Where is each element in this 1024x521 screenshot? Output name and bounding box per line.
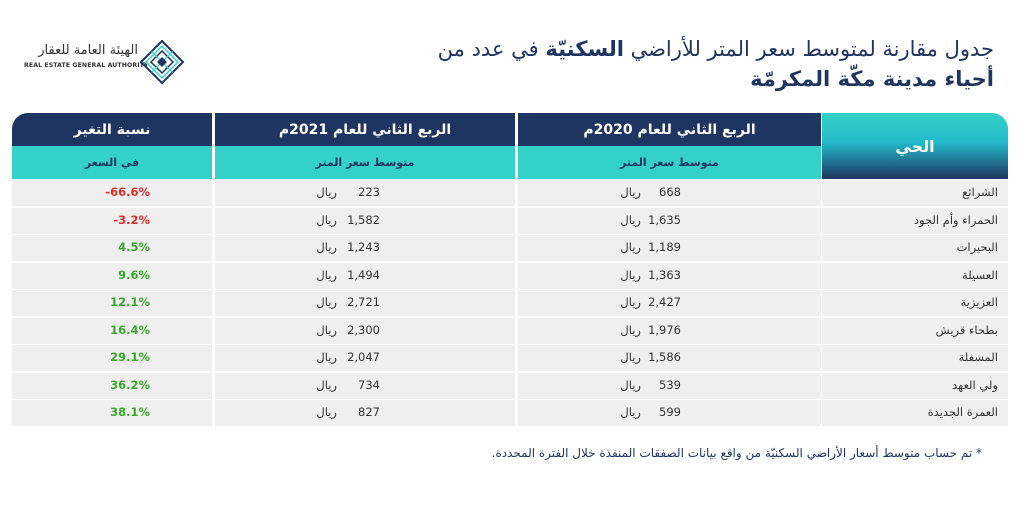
price-2020: 1,189 xyxy=(648,240,681,254)
currency-label: ريال xyxy=(316,377,337,392)
change-percent: 36.2% xyxy=(110,377,150,392)
district-name: العمرة الجديدة xyxy=(927,405,998,419)
currency-label: ريال xyxy=(620,405,641,419)
price-2021: 1,494 xyxy=(347,267,380,282)
header-district: الحي xyxy=(822,113,1008,179)
currency-label: ريال xyxy=(620,185,641,199)
table-row: بطحاء قريش ريال 1,976 ريال 2,300 16.4% xyxy=(12,317,1008,345)
change-percent: 16.4% xyxy=(110,322,150,337)
table-row: الشرائع ريال 668 ريال 223 -66.6% xyxy=(12,180,1008,207)
price-2020: 1,586 xyxy=(648,350,681,364)
currency-label: ريال xyxy=(620,350,641,364)
table-row: المسفلة ريال 1,586 ريال 2,047 29.1% xyxy=(12,345,1008,372)
currency-label: ريال xyxy=(316,185,337,199)
price-2021: 2,300 xyxy=(347,322,380,337)
district-name: ولي العهد xyxy=(952,377,998,392)
table-row: العمرة الجديدة ريال 599 ريال 827 38.1% xyxy=(12,400,1008,427)
price-2021: 2,721 xyxy=(347,295,380,309)
price-2020: 1,635 xyxy=(648,212,681,227)
price-2020: 668 xyxy=(659,185,681,199)
currency-label: ريال xyxy=(316,405,337,419)
price-2020: 599 xyxy=(659,405,681,419)
table-row: العسيلة ريال 1,363 ريال 1,494 9.6% xyxy=(12,262,1008,290)
rega-lattice-icon xyxy=(140,40,184,84)
table-row: الحمراء وأم الجود ريال 1,635 ريال 1,582 -3.2% xyxy=(12,207,1008,235)
table-row: البحيرات ريال 1,189 ريال 1,243 4.5% xyxy=(12,235,1008,262)
price-2020: 539 xyxy=(659,377,681,392)
rega-logo: الهيئة العامة للعقار REAL ESTATE GENERAL… xyxy=(24,40,184,88)
footnote: * تم حساب متوسط أسعار الأراضي السكنيّة م… xyxy=(491,446,982,460)
subheader-q2-2021: متوسط سعر المتر xyxy=(215,146,515,179)
currency-label: ريال xyxy=(316,267,337,282)
currency-label: ريال xyxy=(316,212,337,227)
district-name: العزيزية xyxy=(960,295,998,309)
currency-label: ريال xyxy=(316,240,337,254)
change-percent: 38.1% xyxy=(110,405,150,419)
price-2021: 1,582 xyxy=(347,212,380,227)
price-2021: 1,243 xyxy=(347,240,380,254)
district-name: البحيرات xyxy=(956,240,998,254)
currency-label: ريال xyxy=(620,295,641,309)
price-2021: 223 xyxy=(358,185,380,199)
currency-label: ريال xyxy=(620,377,641,392)
subheader-change: في السعر xyxy=(12,146,212,179)
change-percent: 9.6% xyxy=(118,267,150,282)
price-2021: 2,047 xyxy=(347,350,380,364)
logo-english-name: REAL ESTATE GENERAL AUTHORITY xyxy=(24,62,149,69)
table-row: ولي العهد ريال 539 ريال 734 36.2% xyxy=(12,372,1008,400)
logo-arabic-name: الهيئة العامة للعقار xyxy=(38,43,138,58)
price-comparison-table: الحي الربع الثاني للعام 2020م الربع الثا… xyxy=(12,113,1008,426)
change-percent: 29.1% xyxy=(110,350,150,364)
table-row: العزيزية ريال 2,427 ريال 2,721 12.1% xyxy=(12,290,1008,317)
change-percent: 12.1% xyxy=(110,295,150,309)
currency-label: ريال xyxy=(316,295,337,309)
price-2020: 1,976 xyxy=(648,322,681,337)
price-2020: 2,427 xyxy=(648,295,681,309)
price-2020: 1,363 xyxy=(648,267,681,282)
page-title: جدول مقارنة لمتوسط سعر المتر للأراضي الس… xyxy=(438,34,994,94)
district-name: بطحاء قريش xyxy=(935,322,998,337)
district-name: الحمراء وأم الجود xyxy=(913,212,998,227)
district-name: المسفلة xyxy=(958,350,998,364)
currency-label: ريال xyxy=(620,322,641,337)
currency-label: ريال xyxy=(316,350,337,364)
header-q2-2020: الربع الثاني للعام 2020م xyxy=(518,113,821,146)
header-change: نسبة التغير xyxy=(12,113,212,146)
subheader-q2-2020: متوسط سعر المتر xyxy=(518,146,821,179)
title-line-1: جدول مقارنة لمتوسط سعر المتر للأراضي الس… xyxy=(437,37,994,61)
header-q2-2021: الربع الثاني للعام 2021م xyxy=(215,113,515,146)
currency-label: ريال xyxy=(620,240,641,254)
currency-label: ريال xyxy=(620,267,641,282)
price-2021: 827 xyxy=(358,405,380,419)
currency-label: ريال xyxy=(620,212,641,227)
title-line-2: أحياء مدينة مكّة المكرمّة xyxy=(750,67,994,91)
table-body: الشرائع ريال 668 ريال 223 -66.6% الحمراء وأم … xyxy=(12,180,1008,428)
price-2021: 734 xyxy=(358,377,380,392)
district-name: العسيلة xyxy=(962,267,998,282)
district-name: الشرائع xyxy=(962,185,998,199)
currency-label: ريال xyxy=(316,322,337,337)
change-percent: -3.2% xyxy=(113,212,150,227)
change-percent: -66.6% xyxy=(105,185,150,199)
change-percent: 4.5% xyxy=(118,240,150,254)
